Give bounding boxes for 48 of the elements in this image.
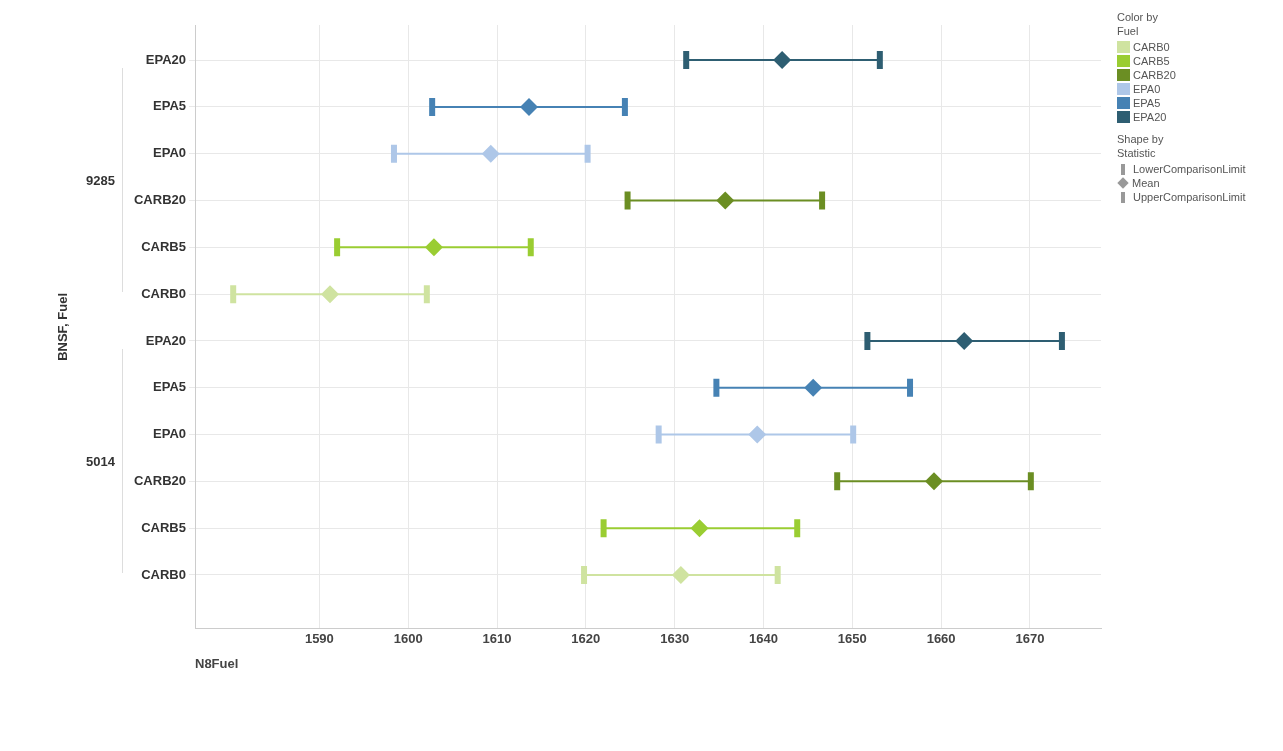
x-tick-label: 1640 xyxy=(749,631,778,647)
y-tick-label: CARB0 xyxy=(141,285,186,301)
text: LowerComparisonLimit xyxy=(1133,163,1246,175)
x-axis-title: N8Fuel xyxy=(195,655,239,671)
point xyxy=(955,331,974,350)
y-tick-label: CARB5 xyxy=(141,519,186,535)
y-tick-label: EPA5 xyxy=(153,379,186,395)
x-tick-label: 1610 xyxy=(482,631,512,647)
y-axis-title: BNSF, Fuel xyxy=(55,292,71,361)
text: 9285 xyxy=(86,172,115,188)
point xyxy=(481,144,500,163)
legend-label: CARB0 xyxy=(1133,41,1170,53)
point xyxy=(424,238,443,257)
legend-title: Color by Fuel xyxy=(1117,10,1159,38)
legend-label: CARB5 xyxy=(1133,55,1170,67)
text: Mean xyxy=(1132,177,1160,189)
x-tick-label: 1620 xyxy=(571,631,601,647)
y-tick-label: CARB20 xyxy=(133,192,186,208)
y-tick-label: EPA0 xyxy=(153,145,186,161)
legend-label: EPA5 xyxy=(1133,97,1161,109)
text: Shape by Statistic xyxy=(1117,132,1165,160)
legend-label: EPA0 xyxy=(1133,83,1161,95)
point xyxy=(804,378,823,397)
point xyxy=(773,51,792,70)
x-tick-label: 1590 xyxy=(304,631,334,647)
point xyxy=(519,97,538,116)
x-tick-label: 1660 xyxy=(926,631,956,647)
x-tick-label: 1670 xyxy=(1015,631,1045,647)
y-tick-label: CARB0 xyxy=(141,566,186,582)
y-tick-label: EPA5 xyxy=(153,98,186,114)
point xyxy=(321,285,340,304)
point xyxy=(671,565,690,584)
y-tick-label: EPA20 xyxy=(145,51,186,67)
y-tick-label: EPA20 xyxy=(145,332,186,348)
legend-label: EPA20 xyxy=(1133,111,1167,123)
x-tick-label: 1600 xyxy=(393,631,423,647)
y-tick-label: CARB20 xyxy=(133,472,186,488)
y-tick-label: CARB5 xyxy=(141,238,186,254)
point xyxy=(716,191,735,210)
legend-label: CARB20 xyxy=(1133,69,1176,81)
point xyxy=(748,425,767,444)
point xyxy=(690,519,709,538)
text: UpperComparisonLimit xyxy=(1133,191,1246,203)
x-tick-label: 1630 xyxy=(660,631,690,647)
text: 5014 xyxy=(86,453,116,469)
point xyxy=(925,472,944,491)
x-tick-label: 1650 xyxy=(837,631,867,647)
y-tick-label: EPA0 xyxy=(153,426,186,442)
